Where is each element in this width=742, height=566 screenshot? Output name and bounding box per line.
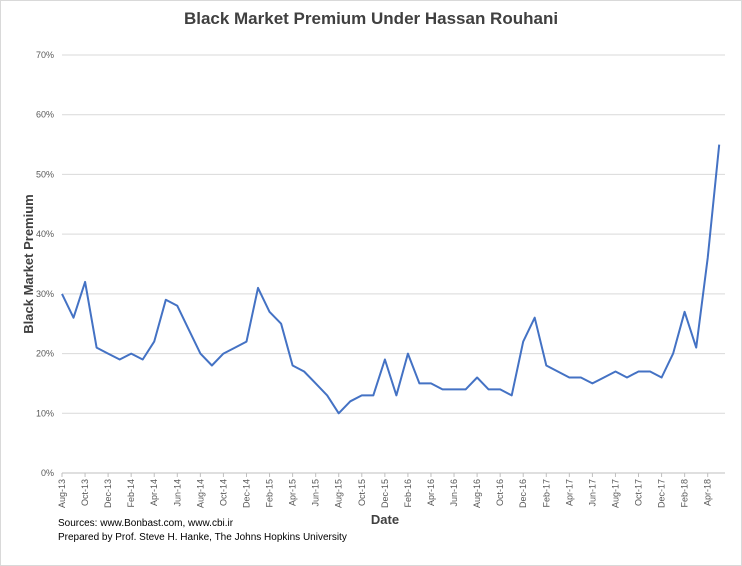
x-tick-label: Jun-14 [172,479,182,507]
x-tick-label: Aug-14 [195,479,205,508]
source-note: Prepared by Prof. Steve H. Hanke, The Jo… [58,532,347,543]
x-tick-label: Feb-17 [541,479,551,508]
x-tick-label: Jun-15 [311,479,321,507]
chart-title: Black Market Premium Under Hassan Rouhan… [184,9,558,28]
x-tick-label: Oct-14 [218,479,228,506]
x-tick-label: Oct-13 [80,479,90,506]
x-tick-label: Aug-16 [472,479,482,508]
x-tick-label: Feb-14 [126,479,136,508]
x-tick-label: Dec-13 [103,479,113,508]
x-tick-label: Apr-14 [149,479,159,506]
y-tick-label: 30% [36,289,54,299]
x-tick-label: Dec-14 [241,479,251,508]
x-tick-label: Feb-18 [680,479,690,508]
y-axis-label: Black Market Premium [21,194,36,333]
x-tick-label: Oct-15 [357,479,367,506]
x-tick-label: Apr-18 [703,479,713,506]
x-tick-label: Apr-17 [564,479,574,506]
y-tick-label: 10% [36,408,54,418]
y-tick-label: 40% [36,229,54,239]
y-tick-label: 70% [36,50,54,60]
x-tick-label: Apr-16 [426,479,436,506]
y-tick-label: 0% [41,468,54,478]
x-tick-label: Aug-15 [334,479,344,508]
x-tick-label: Feb-16 [403,479,413,508]
x-tick-label: Jun-16 [449,479,459,507]
y-tick-label: 50% [36,169,54,179]
x-tick-label: Jun-17 [587,479,597,507]
x-tick-label: Aug-13 [57,479,67,508]
x-tick-label: Feb-15 [265,479,275,508]
y-tick-label: 20% [36,349,54,359]
x-tick-label: Dec-17 [657,479,667,508]
x-tick-label: Aug-17 [610,479,620,508]
x-axis-label: Date [371,512,399,527]
x-tick-label: Dec-16 [518,479,528,508]
y-tick-label: 60% [36,110,54,120]
x-tick-label: Oct-17 [634,479,644,506]
source-note: Sources: www.Bonbast.com, www.cbi.ir [58,518,234,529]
x-tick-label: Dec-15 [380,479,390,508]
x-tick-label: Apr-15 [288,479,298,506]
x-tick-label: Oct-16 [495,479,505,506]
data-line [61,144,721,415]
